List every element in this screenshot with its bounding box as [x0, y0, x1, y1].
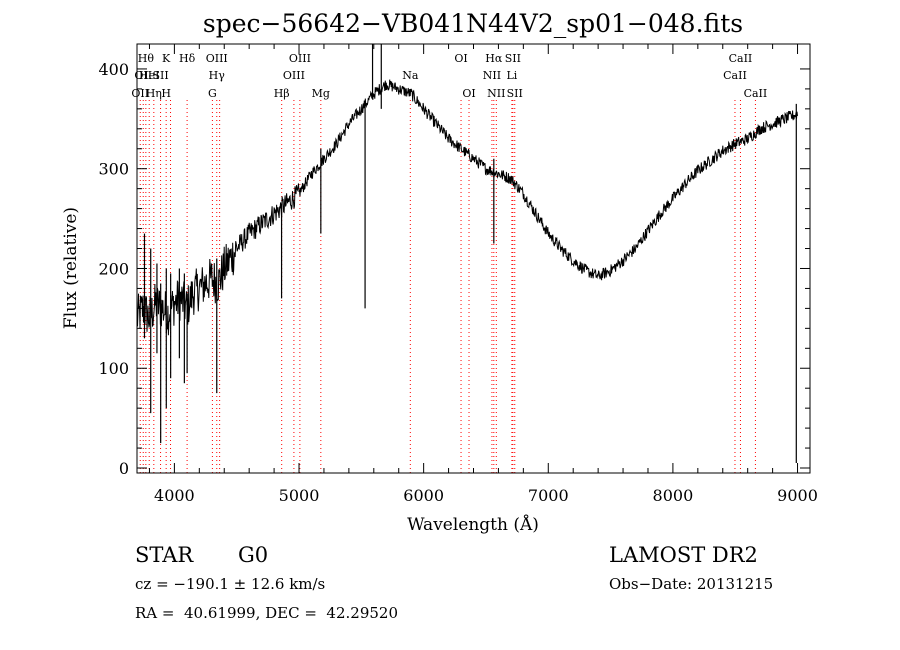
spectral-line-label: Hδ [179, 52, 196, 65]
x-tick-label: 5000 [279, 486, 320, 505]
spectral-line-label: OIII [206, 52, 228, 65]
spectral-line-label: NII [487, 87, 505, 100]
spectral-line-label: Hη [146, 87, 162, 100]
spectrum-line [136, 79, 798, 336]
spectral-line-label: OIII [289, 52, 311, 65]
spectral-line-label: Mg [312, 87, 330, 100]
spectral-line-label: G [208, 87, 217, 100]
spectral-line-label: SII [505, 52, 521, 65]
x-tick-label: 6000 [403, 486, 444, 505]
spectral-line-label: Na [402, 69, 419, 82]
chart-title: spec−56642−VB041N44V2_sp01−048.fits [203, 9, 743, 38]
spectral-line-label: OII [131, 87, 149, 100]
spectral-line-label: Hα [485, 52, 503, 65]
spectral-line-label: CaII [723, 69, 747, 82]
spectral-line-label: CaII [729, 52, 753, 65]
spectral-line-label: NII [483, 69, 501, 82]
x-axis-label: Wavelength (Å) [407, 514, 539, 535]
x-tick-label: 8000 [653, 486, 694, 505]
spectral-line-label: Hβ [274, 87, 290, 100]
y-tick-label: 100 [98, 359, 129, 378]
y-tick-label: 400 [98, 60, 129, 79]
spectral-line-label: OI [454, 52, 467, 65]
spectral-line-label: K [162, 52, 171, 65]
spectral-line-label: HeI [139, 69, 159, 82]
y-axis-label: Flux (relative) [61, 207, 81, 329]
y-tick-label: 300 [98, 160, 129, 179]
redshift-velocity: cz = −190.1 ± 12.6 km/s [135, 575, 326, 593]
x-tick-label: 7000 [528, 486, 569, 505]
spectral-line-label: OI [462, 87, 475, 100]
spectral-line-label: Li [506, 69, 517, 82]
sky-coordinates: RA = 40.61999, DEC = 42.29520 [135, 604, 399, 622]
spectral-line-label: SII [507, 87, 523, 100]
axis-ticks: 4000 5000 6000 7000 8000 9000 0 100 200 300 400 [98, 44, 818, 505]
spectral-line-label: OII [134, 69, 152, 82]
x-tick-label: 9000 [777, 486, 818, 505]
spectral-line-markers [139, 100, 756, 473]
x-tick-label: 4000 [154, 486, 195, 505]
object-subclass: G0 [238, 543, 269, 567]
object-class: STAR [135, 543, 194, 567]
spectral-line-label: H [161, 87, 171, 100]
survey-release: LAMOST DR2 [609, 543, 758, 567]
y-tick-label: 0 [119, 459, 129, 478]
plot-frame [136, 43, 811, 474]
y-tick-label: 200 [98, 259, 129, 278]
spectral-line-label: SII [152, 69, 168, 82]
spectral-line-label: Hθ [138, 52, 155, 65]
spectral-line-labels: OII OII Hθ HeI Hη SII K H Hδ G OIII Hγ Hβ OIII OIII Mg N… [131, 52, 767, 100]
spectral-line-label: OIII [283, 69, 305, 82]
spectrum-spikes [143, 44, 797, 464]
observation-date: Obs−Date: 20131215 [609, 575, 774, 593]
spectral-line-label: CaII [744, 87, 768, 100]
spectral-line-label: Hγ [209, 69, 226, 82]
